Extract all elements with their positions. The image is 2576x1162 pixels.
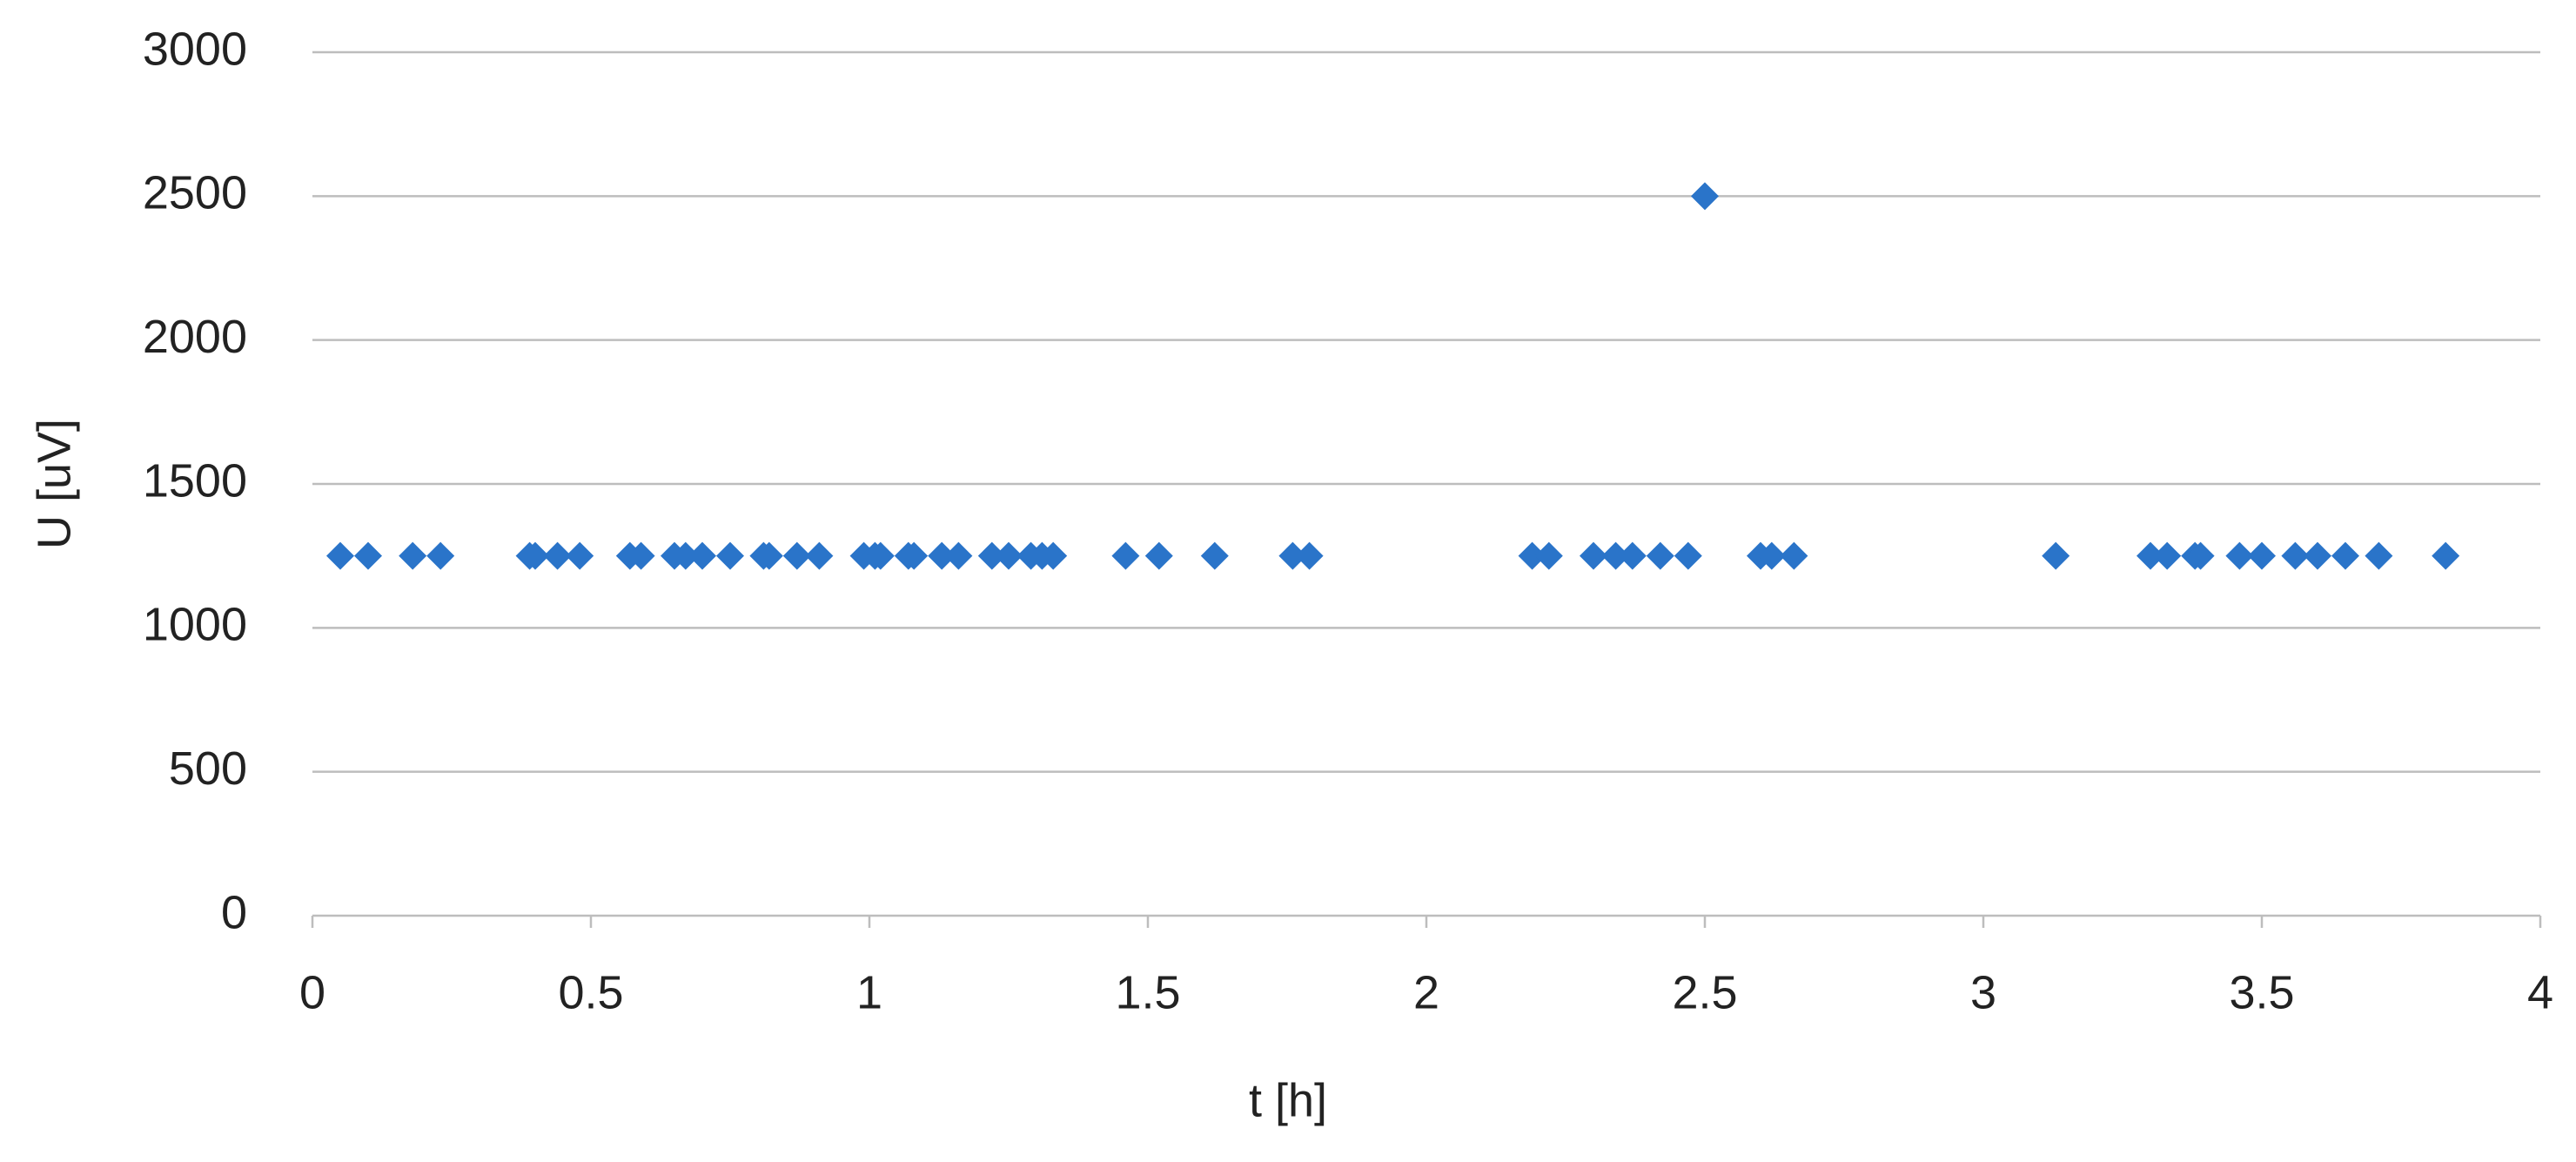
- point: [671, 541, 700, 570]
- x-tick-label: 2: [1413, 966, 1439, 1018]
- point: [2248, 541, 2276, 570]
- point: [354, 541, 382, 570]
- point: [1518, 541, 1546, 570]
- y-tick-label: 500: [169, 742, 247, 795]
- point: [1580, 541, 1607, 570]
- point: [543, 541, 572, 570]
- point: [521, 541, 549, 570]
- point: [755, 541, 783, 570]
- x-tick-label: 3.5: [2229, 966, 2294, 1018]
- point: [326, 541, 354, 570]
- y-tick-label: 3000: [143, 23, 247, 75]
- x-tick-label: 3: [1970, 966, 1996, 1018]
- x-tick-label: 1.5: [1115, 966, 1180, 1018]
- point: [1534, 541, 1563, 570]
- point: [1601, 541, 1630, 570]
- point: [2331, 541, 2359, 570]
- x-tick-label: 2.5: [1672, 966, 1737, 1018]
- point: [900, 541, 929, 570]
- point: [399, 541, 427, 570]
- point: [1780, 541, 1808, 570]
- point: [716, 541, 744, 570]
- y-tick-label: 0: [221, 886, 247, 938]
- point: [2304, 541, 2331, 570]
- point: [1111, 541, 1140, 570]
- point: [426, 541, 455, 570]
- point: [2042, 541, 2070, 570]
- y-tick-label: 1000: [143, 599, 247, 651]
- point: [1278, 541, 1307, 570]
- point: [2432, 541, 2460, 570]
- point: [2281, 541, 2310, 570]
- point: [866, 541, 895, 570]
- point: [1757, 541, 1786, 570]
- point: [2186, 541, 2215, 570]
- x-tick-label: 4: [2527, 966, 2553, 1018]
- point: [1618, 541, 1647, 570]
- point: [1691, 182, 1719, 211]
- point: [627, 541, 655, 570]
- point: [782, 541, 811, 570]
- y-tick-label: 2000: [143, 311, 247, 363]
- y-tick-label: 2500: [143, 167, 247, 219]
- point: [2137, 541, 2164, 570]
- point: [977, 541, 1006, 570]
- point: [2365, 541, 2393, 570]
- point: [1674, 541, 1702, 570]
- point: [995, 541, 1023, 570]
- point: [944, 541, 973, 570]
- x-tick-label: 0: [299, 966, 325, 1018]
- point: [1200, 541, 1229, 570]
- point: [1144, 541, 1173, 570]
- y-tick-label: 1500: [143, 454, 247, 507]
- point: [566, 541, 594, 570]
- point: [928, 541, 956, 570]
- x-axis-title: t [h]: [1249, 1074, 1327, 1126]
- point: [1039, 541, 1068, 570]
- point: [688, 541, 716, 570]
- point: [1295, 541, 1324, 570]
- x-tick-label: 1: [856, 966, 882, 1018]
- point: [2153, 541, 2182, 570]
- point: [805, 541, 834, 570]
- point: [2225, 541, 2254, 570]
- point: [1646, 541, 1674, 570]
- x-tick-label: 0.5: [558, 966, 623, 1018]
- y-axis-title: U [uV]: [28, 419, 80, 549]
